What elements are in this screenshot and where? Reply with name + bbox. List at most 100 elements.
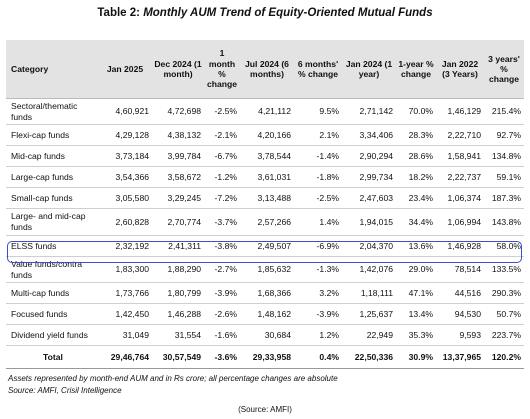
value-cell: 1,06,994 <box>436 208 484 236</box>
table-row: Multi-cap funds 1,73,766 1,80,799 -3.9% 1,68… <box>6 282 524 305</box>
value-cell: 29,33,958 <box>240 345 294 370</box>
value-cell: 1.4% <box>294 208 342 236</box>
category-cell: Flexi-cap funds <box>6 124 98 147</box>
value-cell: 2,49,507 <box>240 235 294 257</box>
value-cell: 4,60,921 <box>98 98 152 126</box>
value-cell: -6.9% <box>294 235 342 257</box>
value-cell: 2,22,710 <box>436 124 484 147</box>
value-cell: 50.7% <box>484 303 524 326</box>
value-cell: 1,46,928 <box>436 235 484 257</box>
value-cell: 134.8% <box>484 145 524 168</box>
value-cell: 3,61,031 <box>240 166 294 189</box>
value-cell: 3,13,488 <box>240 187 294 210</box>
column-header: Category <box>6 40 98 99</box>
value-cell: 94,530 <box>436 303 484 326</box>
category-cell: Large- and mid-cap funds <box>6 208 98 236</box>
table-row: Flexi-cap funds 4,29,128 4,38,132 -2.1% 4,20… <box>6 124 524 147</box>
value-cell: 3,78,544 <box>240 145 294 168</box>
value-cell: 143.8% <box>484 208 524 236</box>
value-cell: 35.3% <box>396 324 436 347</box>
value-cell: -3.8% <box>204 235 240 257</box>
table-row: Focused funds 1,42,450 1,46,288 -2.6% 1,48,1… <box>6 303 524 326</box>
column-header: 6 months' % change <box>294 40 342 99</box>
value-cell: 2,60,828 <box>98 208 152 236</box>
value-cell: 3.2% <box>294 282 342 305</box>
value-cell: 23.4% <box>396 187 436 210</box>
value-cell: 1,25,637 <box>342 303 396 326</box>
value-cell: -3.6% <box>204 345 240 370</box>
table-row: Large-cap funds 3,54,366 3,58,672 -1.2% 3,61… <box>6 166 524 189</box>
value-cell: 58.0% <box>484 235 524 257</box>
category-cell: Large-cap funds <box>6 166 98 189</box>
value-cell: 4,29,128 <box>98 124 152 147</box>
value-cell: 22,50,336 <box>342 345 396 370</box>
value-cell: -1.3% <box>294 256 342 284</box>
value-cell: 1,80,799 <box>152 282 204 305</box>
value-cell: -6.7% <box>204 145 240 168</box>
value-cell: -7.2% <box>204 187 240 210</box>
table-row: Total 29,46,764 30,57,549 -3.6% 29,33,958 0.4… <box>6 345 524 370</box>
value-cell: 223.7% <box>484 324 524 347</box>
value-cell: 13,37,965 <box>436 345 484 370</box>
value-cell: 4,72,698 <box>152 98 204 126</box>
value-cell: 2,32,192 <box>98 235 152 257</box>
value-cell: 59.1% <box>484 166 524 189</box>
table-row: Large- and mid-cap funds 2,60,828 2,70,774… <box>6 208 524 236</box>
value-cell: 3,54,366 <box>98 166 152 189</box>
value-cell: 29.0% <box>396 256 436 284</box>
value-cell: 2,70,774 <box>152 208 204 236</box>
value-cell: 1,58,941 <box>436 145 484 168</box>
title-prefix: Table 2: <box>97 7 140 19</box>
value-cell: 31,554 <box>152 324 204 347</box>
value-cell: 290.3% <box>484 282 524 305</box>
table-row: Mid-cap funds 3,73,184 3,99,784 -6.7% 3,78,5… <box>6 145 524 168</box>
category-cell: Total <box>6 345 98 370</box>
value-cell: -1.6% <box>204 324 240 347</box>
value-cell: 1,85,632 <box>240 256 294 284</box>
table-row: Value funds/contra funds 1,83,300 1,88,290… <box>6 256 524 284</box>
value-cell: 4,21,112 <box>240 98 294 126</box>
value-cell: 1,06,374 <box>436 187 484 210</box>
value-cell: 133.5% <box>484 256 524 284</box>
value-cell: -3.9% <box>204 282 240 305</box>
table-row: Sectoral/thematic funds 4,60,921 4,72,698-… <box>6 98 524 126</box>
value-cell: 1,18,111 <box>342 282 396 305</box>
header-row: Category Jan 2025 Dec 2024 (1 month) 1 mont… <box>6 40 524 99</box>
value-cell: -2.7% <box>204 256 240 284</box>
value-cell: 2,57,266 <box>240 208 294 236</box>
value-cell: 215.4% <box>484 98 524 126</box>
value-cell: 1,83,300 <box>98 256 152 284</box>
value-cell: -1.4% <box>294 145 342 168</box>
value-cell: -2.5% <box>294 187 342 210</box>
category-cell: Mid-cap funds <box>6 145 98 168</box>
page: {"header":{"prefix":"Table 2:","title":"… <box>0 7 530 419</box>
value-cell: -2.1% <box>204 124 240 147</box>
value-cell: 28.6% <box>396 145 436 168</box>
value-cell: 31,049 <box>98 324 152 347</box>
value-cell: 3,29,245 <box>152 187 204 210</box>
value-cell: 2,90,294 <box>342 145 396 168</box>
value-cell: 30,684 <box>240 324 294 347</box>
column-header: Jan 2025 <box>98 40 152 99</box>
value-cell: 78,514 <box>436 256 484 284</box>
value-cell: -2.5% <box>204 98 240 126</box>
value-cell: 34.4% <box>396 208 436 236</box>
value-cell: 2,41,311 <box>152 235 204 257</box>
value-cell: 4,20,166 <box>240 124 294 147</box>
value-cell: 1,46,288 <box>152 303 204 326</box>
category-cell: Multi-cap funds <box>6 282 98 305</box>
column-header: 1 month % change <box>204 40 240 99</box>
value-cell: 4,38,132 <box>152 124 204 147</box>
table-body: Sectoral/thematic funds 4,60,921 4,72,698-… <box>6 98 524 370</box>
value-cell: 22,949 <box>342 324 396 347</box>
value-cell: 70.0% <box>396 98 436 126</box>
value-cell: 44,516 <box>436 282 484 305</box>
category-cell: Value funds/contra funds <box>6 256 98 284</box>
value-cell: 9.5% <box>294 98 342 126</box>
column-header: Jan 2024 (1 year) <box>342 40 396 99</box>
source: (Source: AMFI) <box>238 405 292 414</box>
value-cell: 1,48,162 <box>240 303 294 326</box>
value-cell: 2,47,603 <box>342 187 396 210</box>
category-cell: Focused funds <box>6 303 98 326</box>
table-title: Table 2: Monthly AUM Trend of Equity-Ori… <box>0 7 530 25</box>
